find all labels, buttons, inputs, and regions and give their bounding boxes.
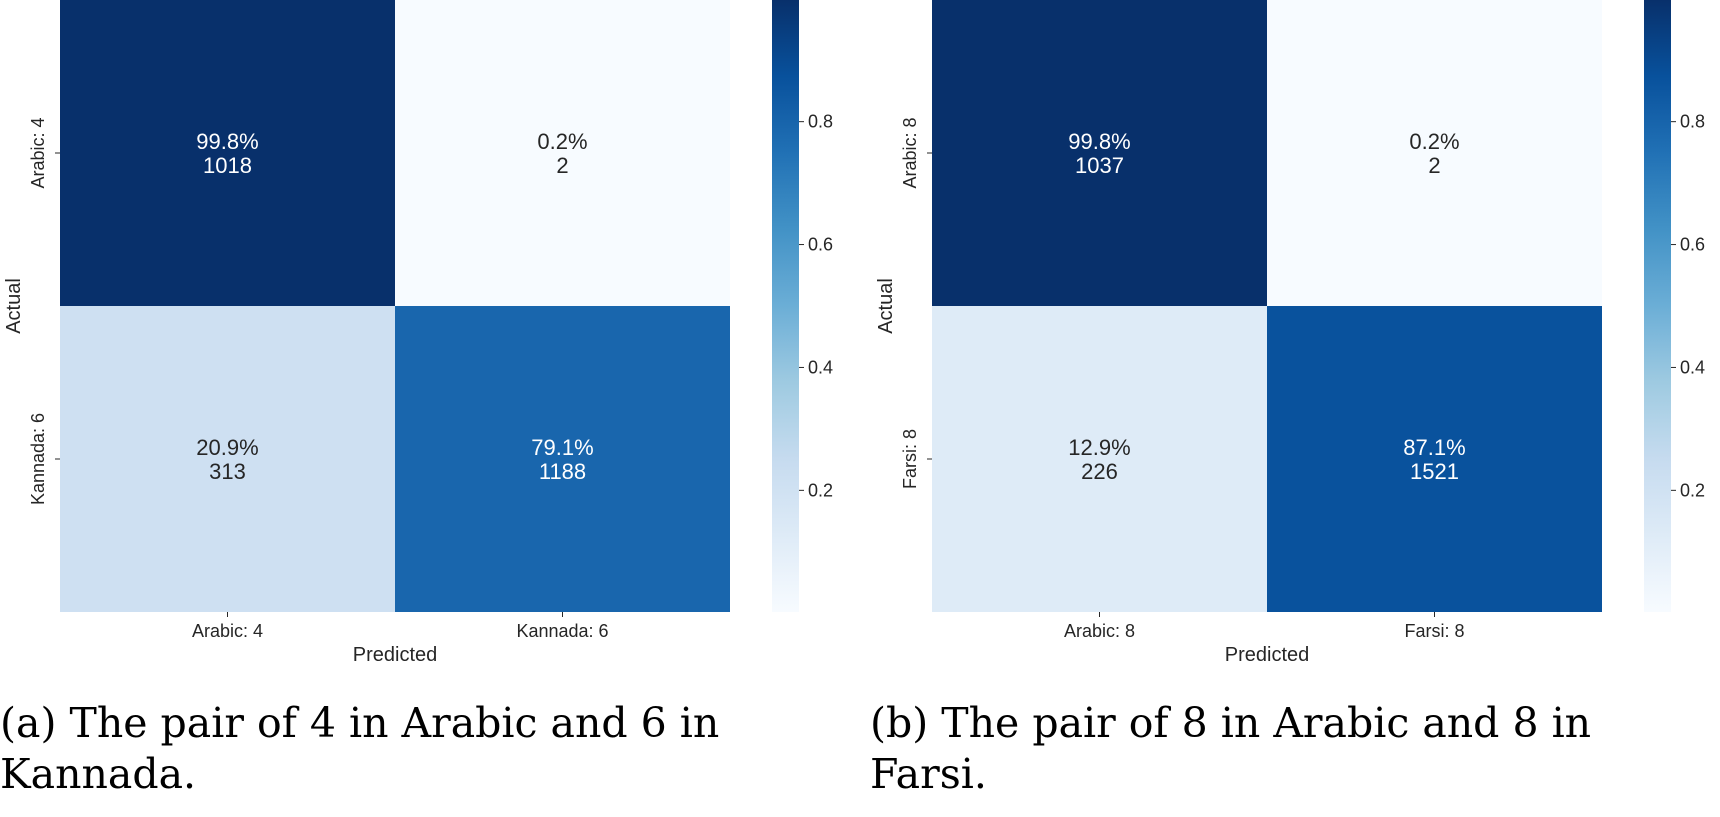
y-tick-label: Arabic: 4 <box>28 117 48 188</box>
colorbar-tick-label: 0.4 <box>808 357 833 377</box>
y-axis-label: Actual <box>3 278 25 334</box>
x-tick-label: Arabic: 8 <box>1064 621 1135 641</box>
cell-percent-label: 0.2% <box>1409 129 1459 154</box>
cell-percent-label: 12.9% <box>1068 435 1130 460</box>
x-tick-label: Farsi: 8 <box>1404 621 1464 641</box>
colorbar-tick-label: 0.6 <box>808 235 833 255</box>
cell-percent-label: 99.8% <box>1068 129 1130 154</box>
cell-percent-label: 79.1% <box>531 435 593 460</box>
y-tick-label: Kannada: 6 <box>28 413 48 505</box>
caption-a: (a) The pair of 4 in Arabic and 6 in Kan… <box>0 699 720 798</box>
cell-count-label: 1521 <box>1410 459 1459 484</box>
cell-count-label: 1018 <box>203 153 252 178</box>
y-tick-label: Farsi: 8 <box>900 429 920 489</box>
x-axis-label: Predicted <box>1225 644 1310 666</box>
x-tick-label: Arabic: 4 <box>192 621 263 641</box>
cell-percent-label: 99.8% <box>196 129 258 154</box>
colorbar-tick-label: 0.8 <box>808 112 833 132</box>
cell-percent-label: 87.1% <box>1403 435 1465 460</box>
colorbar-tick-label: 0.2 <box>808 480 833 500</box>
x-axis-label: Predicted <box>353 644 438 666</box>
colorbar <box>772 0 799 612</box>
heatmap-cell <box>60 306 395 612</box>
heatmap-cell <box>395 0 730 306</box>
cell-count-label: 226 <box>1081 459 1118 484</box>
heatmap-cell <box>1267 0 1602 306</box>
cell-count-label: 2 <box>556 153 568 178</box>
y-tick-label: Arabic: 8 <box>900 117 920 188</box>
heatmap-cell <box>1267 306 1602 612</box>
cell-count-label: 313 <box>209 459 246 484</box>
heatmap-cell <box>932 0 1267 306</box>
cell-count-label: 1188 <box>539 459 586 484</box>
heatmap-panel-0: 99.8%1018 0.2%2 20.9%313 79.1%1188 Arabic: 4… <box>3 0 833 666</box>
cell-percent-label: 0.2% <box>537 129 587 154</box>
cell-percent-label: 20.9% <box>196 435 258 460</box>
cell-count-label: 2 <box>1428 153 1440 178</box>
heatmap-cell <box>395 306 730 612</box>
heatmap-cell <box>932 306 1267 612</box>
y-axis-label: Actual <box>875 278 897 334</box>
caption-b: (b) The pair of 8 in Arabic and 8 in Far… <box>870 699 1592 798</box>
colorbar-tick-label: 0.6 <box>1680 235 1705 255</box>
x-tick-label: Kannada: 6 <box>516 621 608 641</box>
colorbar-tick-label: 0.8 <box>1680 112 1705 132</box>
colorbar <box>1644 0 1671 612</box>
heatmap-cell <box>60 0 395 306</box>
heatmap-panel-1: 99.8%1037 0.2%2 12.9%226 87.1%1521 Arabic: 8… <box>875 0 1705 666</box>
cell-count-label: 1037 <box>1075 153 1124 178</box>
colorbar-tick-label: 0.2 <box>1680 480 1705 500</box>
colorbar-tick-label: 0.4 <box>1680 357 1705 377</box>
